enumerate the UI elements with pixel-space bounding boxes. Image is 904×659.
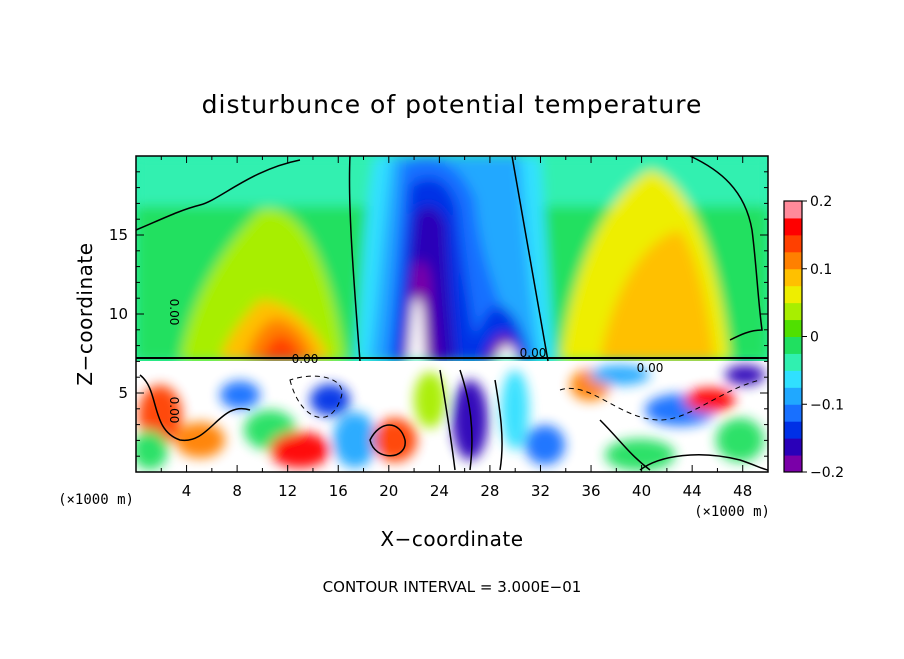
x-axis-label: X−coordinate <box>380 527 523 551</box>
colorbar-swatch <box>784 336 802 354</box>
colorbar-swatch <box>784 404 802 422</box>
colorbar-swatch <box>784 319 802 337</box>
colorbar-swatch <box>784 217 802 236</box>
y-axis: 5 10 15 <box>109 171 768 457</box>
y-axis-label: Z−coordinate <box>73 242 97 385</box>
upper-field <box>136 156 768 361</box>
x-tick-label: 20 <box>379 482 398 500</box>
colorbar-tick-label: 0.2 <box>810 194 832 210</box>
contour-label: 0.00 <box>637 361 664 375</box>
x-tick-label: 32 <box>531 482 550 500</box>
chart-title: disturbunce of potential temperature <box>202 90 703 119</box>
x-tick-label: 40 <box>632 482 651 500</box>
colorbar-swatch <box>784 455 802 473</box>
colorbar-swatch <box>784 285 802 304</box>
colorbar-swatch <box>784 268 802 287</box>
colorbar-swatch <box>784 251 802 270</box>
x-tick-label: 12 <box>278 482 297 500</box>
y-tick-label: 15 <box>109 226 128 244</box>
plot-area <box>136 156 768 472</box>
x-tick-label: 24 <box>430 482 449 500</box>
contour-interval-text: CONTOUR INTERVAL = 3.000E−01 <box>323 578 582 596</box>
x-axis: 4 8 12 16 20 24 28 32 36 40 44 48 <box>160 156 752 500</box>
colorbar-swatch <box>784 421 802 439</box>
x-unit-left: (×1000 m) <box>58 492 134 508</box>
colorbar-swatch <box>784 353 802 371</box>
contour-label: 0.00 <box>167 397 181 424</box>
colorbar <box>783 200 803 473</box>
x-tick-label: 8 <box>232 482 242 500</box>
colorbar-ticks: 0.2 0.1 0 −0.1 −0.2 <box>802 194 844 481</box>
colorbar-swatch <box>784 234 802 253</box>
colorbar-swatch <box>784 302 802 321</box>
colorbar-swatch <box>784 387 802 405</box>
y-tick-label: 5 <box>118 384 128 402</box>
lower-field <box>136 361 768 472</box>
x-unit-right: (×1000 m) <box>694 504 770 520</box>
x-tick-label: 48 <box>733 482 752 500</box>
contour-label: 0.00 <box>520 346 547 360</box>
colorbar-tick-label: 0 <box>810 330 819 346</box>
colorbar-tick-label: −0.1 <box>810 397 844 413</box>
colorbar-tick-label: 0.1 <box>810 262 832 278</box>
contour-lines <box>136 156 768 471</box>
x-tick-label: 36 <box>581 482 600 500</box>
x-tick-label: 44 <box>683 482 702 500</box>
colorbar-swatch <box>784 201 802 219</box>
x-tick-label: 28 <box>480 482 499 500</box>
x-tick-label: 16 <box>329 482 348 500</box>
colorbar-swatch <box>784 370 802 388</box>
contour-label: 0.00 <box>292 352 319 366</box>
colorbar-swatch <box>784 438 802 456</box>
x-tick-label: 4 <box>182 482 192 500</box>
colorbar-tick-label: −0.2 <box>810 465 844 481</box>
contour-label: 0.00 <box>167 299 181 326</box>
y-tick-label: 10 <box>109 305 128 323</box>
